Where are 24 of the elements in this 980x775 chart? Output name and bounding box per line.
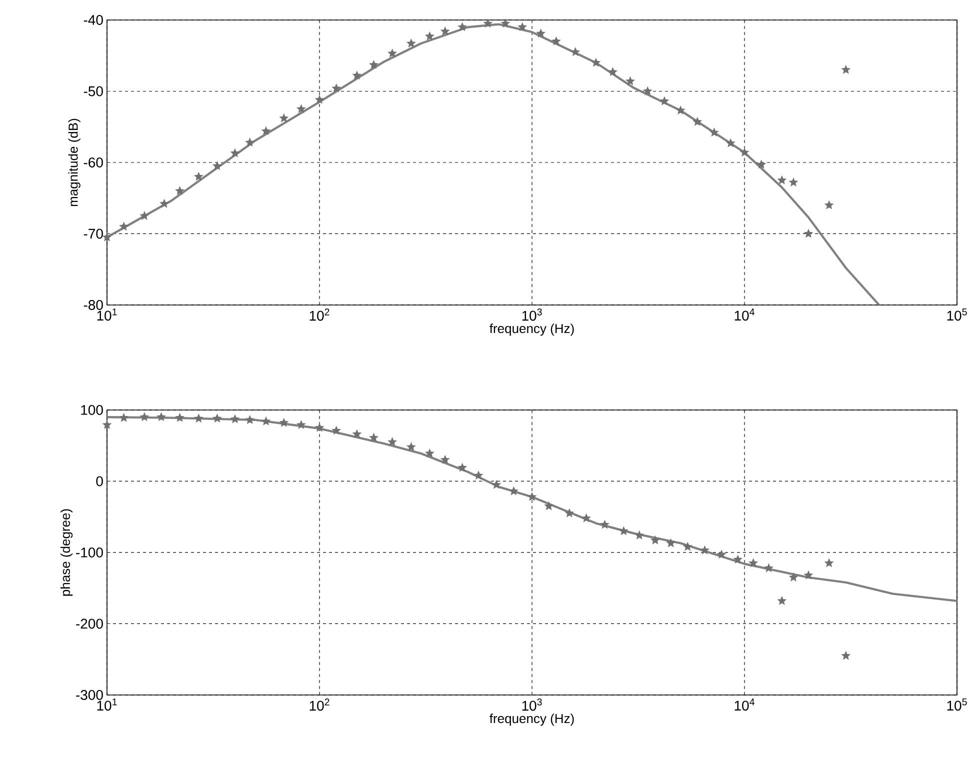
x-tick-label: 10$^{4}$ (734, 308, 754, 321)
y-tick-label: -50 (84, 86, 103, 96)
y-tick-label: -300 (76, 690, 103, 700)
y-tick-label: -80 (84, 300, 103, 310)
y-tick-label: -100 (76, 548, 103, 558)
y-tick-label: -200 (76, 618, 103, 629)
x-tick-label: 10$^{2}$ (310, 308, 330, 321)
y-tick-label: 0 (96, 476, 103, 486)
x-tick-label: 10$^{3}$ (522, 698, 542, 711)
x-tick-label: 10$^{5}$ (947, 698, 967, 711)
x-axis-title: frequency (Hz) (490, 324, 574, 336)
y-tick-label: -60 (84, 158, 103, 168)
x-tick-label: 10$^{2}$ (310, 698, 330, 711)
y-tick-label: -40 (84, 15, 103, 25)
x-axis-title: frequency (Hz) (490, 714, 574, 726)
x-tick-label: 10$^{1}$ (97, 308, 117, 321)
y-tick-label: 100 (81, 405, 103, 415)
y-tick-label: -70 (84, 228, 103, 239)
x-tick-label: 10$^{5}$ (947, 308, 967, 321)
x-tick-label: 10$^{1}$ (97, 698, 117, 711)
y-axis-title: phase (degree) (60, 509, 73, 596)
y-axis-title: magnitude (dB) (68, 118, 80, 206)
x-tick-label: 10$^{4}$ (734, 698, 754, 711)
x-tick-label: 10$^{3}$ (522, 308, 542, 321)
